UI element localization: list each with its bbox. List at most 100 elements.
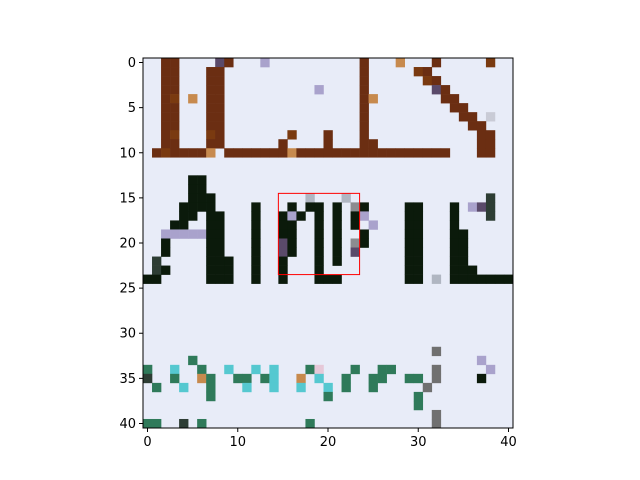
heatmap-cell	[350, 211, 360, 221]
heatmap-cell	[278, 139, 288, 149]
heatmap-cell	[323, 382, 333, 393]
heatmap-cell	[503, 274, 514, 284]
heatmap-cell	[476, 373, 487, 384]
heatmap-cell	[251, 211, 261, 221]
heatmap-cell	[269, 382, 279, 393]
heatmap-cell	[413, 148, 424, 158]
heatmap-cell	[449, 103, 460, 113]
heatmap-cell	[359, 103, 369, 113]
heatmap-cell	[188, 175, 198, 185]
heatmap-cell	[368, 382, 378, 393]
heatmap-cell	[179, 382, 189, 393]
heatmap-cell	[332, 202, 342, 212]
heatmap-cell	[431, 76, 442, 86]
heatmap-cell	[251, 265, 261, 275]
heatmap-cell	[314, 274, 324, 284]
heatmap-cell	[431, 58, 442, 68]
heatmap-cell	[233, 373, 243, 384]
heatmap-cell	[359, 121, 369, 131]
heatmap-cell	[188, 211, 198, 221]
heatmap-cell	[179, 220, 189, 230]
heatmap-cell	[161, 121, 171, 131]
heatmap-cell	[467, 274, 478, 284]
heatmap-cell	[188, 229, 198, 239]
heatmap-cell	[458, 265, 469, 275]
heatmap-cell	[152, 382, 162, 393]
heatmap-cell	[179, 229, 189, 239]
heatmap-cell	[224, 256, 234, 266]
heatmap-cell	[449, 274, 460, 284]
heatmap-cell	[323, 274, 333, 284]
heatmap-cell	[206, 76, 216, 86]
heatmap-cell	[206, 148, 216, 158]
heatmap-cell	[197, 193, 207, 203]
heatmap-cell	[413, 220, 424, 230]
heatmap-cell	[485, 274, 496, 284]
heatmap-cell	[422, 76, 433, 86]
heatmap-cell	[476, 355, 487, 366]
heatmap-cell	[197, 229, 207, 239]
heatmap-cell	[458, 256, 469, 266]
heatmap-cell	[314, 247, 324, 257]
heatmap-cell	[476, 148, 487, 158]
heatmap-cell	[170, 103, 180, 113]
heatmap-cell	[458, 229, 469, 239]
heatmap-cell	[161, 67, 171, 77]
heatmap-cell	[332, 220, 342, 230]
heatmap-cell	[188, 193, 198, 203]
heatmap-cell	[170, 139, 180, 149]
heatmap-cell	[485, 193, 496, 203]
heatmap-cell	[206, 238, 216, 248]
heatmap-cell	[242, 148, 252, 158]
heatmap-cell	[170, 364, 180, 375]
heatmap-cell	[314, 85, 324, 95]
heatmap-cell	[314, 265, 324, 275]
heatmap-cell	[305, 364, 315, 375]
heatmap-cell	[251, 220, 261, 230]
heatmap-cell	[188, 202, 198, 212]
heatmap-cell	[278, 229, 288, 239]
heatmap-cell	[305, 193, 315, 203]
heatmap-cell	[278, 256, 288, 266]
x-tick-label: 40	[500, 435, 517, 450]
heatmap-cell	[287, 247, 297, 257]
heatmap-cell	[323, 391, 333, 402]
heatmap-cell	[161, 112, 171, 122]
heatmap-cell	[305, 148, 315, 158]
heatmap-cell	[314, 238, 324, 248]
heatmap-cell	[359, 130, 369, 140]
heatmap-cell	[377, 364, 387, 375]
heatmap-cell	[485, 112, 496, 122]
heatmap-cell	[332, 229, 342, 239]
heatmap-cell	[170, 76, 180, 86]
heatmap-cell	[206, 211, 216, 221]
heatmap-cell	[413, 238, 424, 248]
heatmap-cell	[197, 175, 207, 185]
heatmap-cell	[278, 247, 288, 257]
heatmap-cell	[206, 121, 216, 131]
y-tick-label: 0	[128, 56, 136, 71]
heatmap-cell	[170, 148, 180, 158]
heatmap-cell	[359, 67, 369, 77]
heatmap-cell	[485, 130, 496, 140]
heatmap-cell	[143, 274, 153, 284]
heatmap-cell	[188, 148, 198, 158]
heatmap-cell	[341, 193, 351, 203]
heatmap-cell	[296, 148, 306, 158]
heatmap-cell	[179, 211, 189, 221]
heatmap-cell	[161, 94, 171, 104]
y-tick-label: 15	[119, 191, 136, 206]
heatmap-cell	[413, 274, 424, 284]
heatmap-cell	[152, 418, 162, 429]
heatmap-cell	[206, 193, 216, 203]
heatmap-cell	[440, 148, 451, 158]
heatmap-cell	[224, 58, 234, 68]
heatmap-cell	[449, 238, 460, 248]
heatmap-cell	[440, 85, 451, 95]
heatmap-cell	[161, 85, 171, 95]
heatmap-cell	[431, 148, 442, 158]
heatmap-cell	[368, 373, 378, 384]
y-tick-label: 35	[119, 372, 136, 387]
heatmap-cell	[206, 382, 216, 393]
heatmap-cell	[359, 85, 369, 95]
